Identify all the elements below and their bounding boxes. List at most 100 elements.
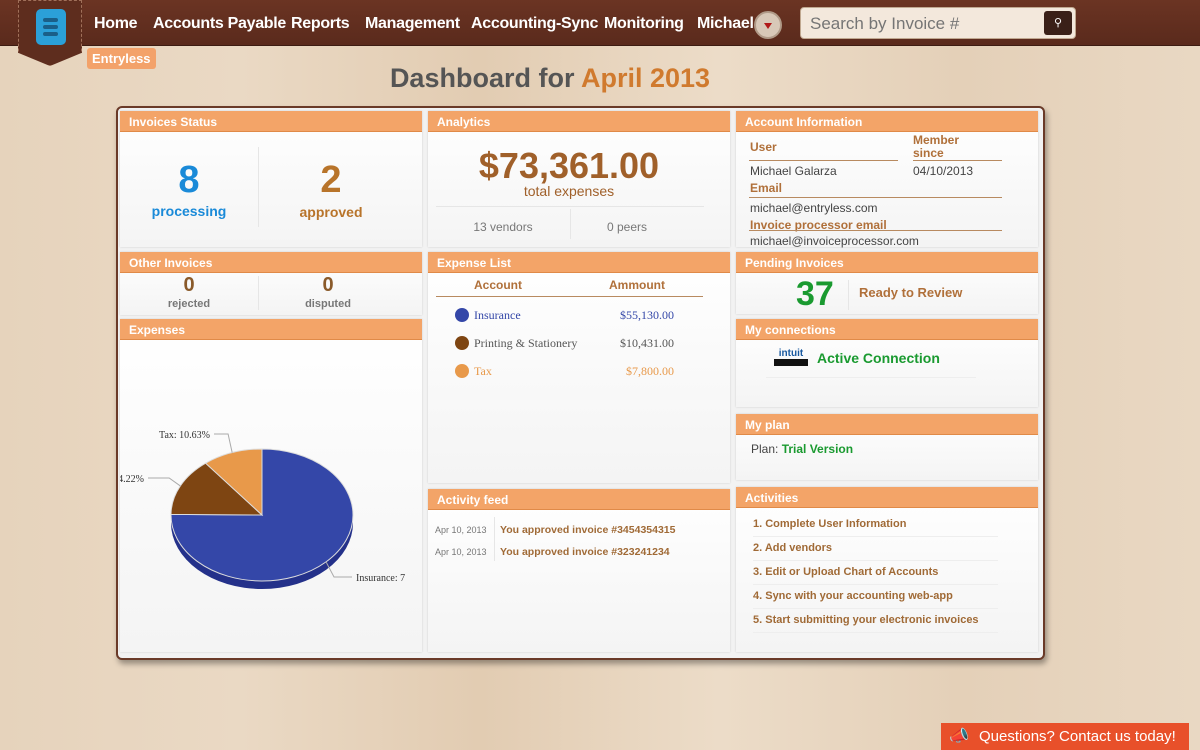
pie-slice-insurance[interactable] — [170, 448, 354, 582]
plan-value[interactable]: Trial Version — [781, 442, 854, 456]
pending-invoices-panel: Pending Invoices 37 Ready to Review — [736, 252, 1038, 314]
divider — [749, 230, 1002, 231]
member-label-1: Member — [913, 133, 960, 147]
divider — [749, 160, 898, 161]
col-account: Account — [474, 278, 522, 292]
connection-status[interactable]: Active Connection — [817, 350, 940, 366]
title-period: April 2013 — [580, 63, 711, 93]
activities-panel: Activities 1. Complete User Information 2… — [736, 487, 1038, 652]
approved-count[interactable]: 2 — [320, 159, 342, 201]
rejected-count[interactable]: 0 — [183, 274, 195, 296]
activity-item[interactable]: 2. Add vendors — [753, 537, 998, 561]
expense-account: Tax — [474, 364, 492, 378]
member-label-2: since — [913, 146, 944, 160]
nav-accounting-sync[interactable]: Accounting-Sync — [471, 15, 599, 32]
expenses-pie-chart: Insurance: 7 Printing & Stationery: 14.22… — [120, 430, 405, 589]
title-prefix: Dashboard for — [389, 63, 575, 93]
divider — [766, 377, 976, 378]
expense-amount: $55,130.00 — [620, 308, 674, 322]
disputed-count[interactable]: 0 — [322, 274, 334, 296]
peers-count[interactable]: 0 peers — [606, 220, 648, 234]
activities-list: 1. Complete User Information 2. Add vendo… — [753, 513, 998, 633]
processor-email-label: Invoice processor email — [750, 218, 887, 232]
feed-date: Apr 10, 2013 — [435, 525, 487, 535]
panel-header: Account Information — [736, 111, 1038, 132]
user-name: Michael Galarza — [750, 164, 837, 178]
contact-label: Questions? Contact us today! — [979, 728, 1176, 745]
brand-label: Entryless — [87, 48, 156, 69]
analytics-panel: Analytics $73,361.00 total expenses 13 v… — [428, 111, 730, 247]
feed-date: Apr 10, 2013 — [435, 547, 487, 557]
search-input[interactable] — [801, 8, 1041, 40]
divider — [913, 160, 1002, 161]
expenses-panel: Expenses Insurance: 7 Printing & Statione… — [120, 319, 422, 652]
email-label: Email — [750, 181, 783, 195]
nav-management[interactable]: Management — [365, 15, 460, 32]
panel-header: Analytics — [428, 111, 730, 132]
activity-item[interactable]: 5. Start submitting your electronic invo… — [753, 609, 998, 633]
feed-text: You approved invoice #3454354315 — [500, 524, 676, 536]
expense-amount: $10,431.00 — [620, 336, 674, 350]
megaphone-icon: 📣 — [949, 728, 969, 745]
search-icon[interactable]: ⚲ — [1044, 11, 1072, 35]
legend-dot-icon — [455, 336, 469, 350]
user-dropdown-icon[interactable] — [754, 11, 782, 39]
user-label: User — [750, 140, 777, 154]
contact-us-button[interactable]: 📣 Questions? Contact us today! — [941, 723, 1189, 750]
activity-item[interactable]: 3. Edit or Upload Chart of Accounts — [753, 561, 998, 585]
divider — [258, 276, 259, 310]
divider — [258, 147, 259, 227]
processing-count[interactable]: 8 — [178, 159, 200, 201]
approved-label: approved — [299, 204, 363, 220]
panel-header: My plan — [736, 414, 1038, 435]
account-info-panel: Account Information User Member since Mic… — [736, 111, 1038, 248]
activity-item[interactable]: 4. Sync with your accounting web-app — [753, 585, 998, 609]
vendors-count[interactable]: 13 vendors — [473, 220, 533, 234]
entryless-logo-icon[interactable] — [36, 9, 66, 45]
panel-header: Invoices Status — [120, 111, 422, 132]
plan-label: Plan: — [751, 442, 779, 456]
disputed-label: disputed — [305, 298, 351, 310]
feed-text: You approved invoice #323241234 — [500, 546, 670, 558]
plan-info: Plan: Trial Version — [751, 442, 853, 456]
legend-dot-icon — [455, 364, 469, 378]
quickbooks-logo: intuit — [774, 349, 808, 367]
pie-label-line — [325, 561, 352, 578]
page-title: Dashboard for April 2013 — [0, 63, 1100, 94]
pie-label-line — [148, 477, 181, 487]
activity-item[interactable]: 1. Complete User Information — [753, 513, 998, 537]
total-expenses-value: $73,361.00 — [478, 145, 660, 186]
panel-header: Activity feed — [428, 489, 730, 510]
divider — [494, 517, 495, 561]
panel-header: Other Invoices — [120, 252, 422, 273]
pending-count[interactable]: 37 — [796, 275, 834, 313]
nav-monitoring[interactable]: Monitoring — [604, 15, 684, 32]
nav-reports[interactable]: Reports — [291, 15, 350, 32]
rejected-label: rejected — [167, 298, 211, 310]
divider — [436, 206, 704, 207]
divider — [749, 197, 1002, 198]
pie-label: Tax: 10.63% — [159, 430, 210, 441]
panel-header: My connections — [736, 319, 1038, 340]
plan-panel: My plan Plan: Trial Version — [736, 414, 1038, 480]
pie-label-line — [214, 433, 233, 453]
member-since-label: Member since — [913, 134, 959, 160]
panel-header: Expense List — [428, 252, 730, 273]
total-expenses-label: total expenses — [523, 183, 615, 199]
pie-slice-tax[interactable] — [204, 448, 263, 517]
invoices-status-panel: Invoices Status 8 processing 2 approved — [120, 111, 422, 247]
expense-list-panel: Expense List Account Ammount Insurance $… — [428, 252, 730, 483]
pie-label: Insurance: 7 — [356, 573, 405, 584]
pie-slice-printing-stationery[interactable] — [170, 462, 264, 516]
processor-email-value: michael@invoiceprocessor.com — [750, 234, 919, 248]
panel-header: Activities — [736, 487, 1038, 508]
pending-label[interactable]: Ready to Review — [859, 285, 963, 300]
nav-accounts-payable[interactable]: Accounts Payable — [153, 15, 287, 32]
divider — [848, 280, 849, 310]
nav-user[interactable]: Michael — [697, 15, 754, 32]
panel-header: Expenses — [120, 319, 422, 340]
divider — [570, 209, 571, 239]
processing-label: processing — [151, 203, 227, 219]
nav-home[interactable]: Home — [94, 15, 138, 32]
pie-label: Printing & Stationery: 14.22% — [120, 474, 144, 485]
